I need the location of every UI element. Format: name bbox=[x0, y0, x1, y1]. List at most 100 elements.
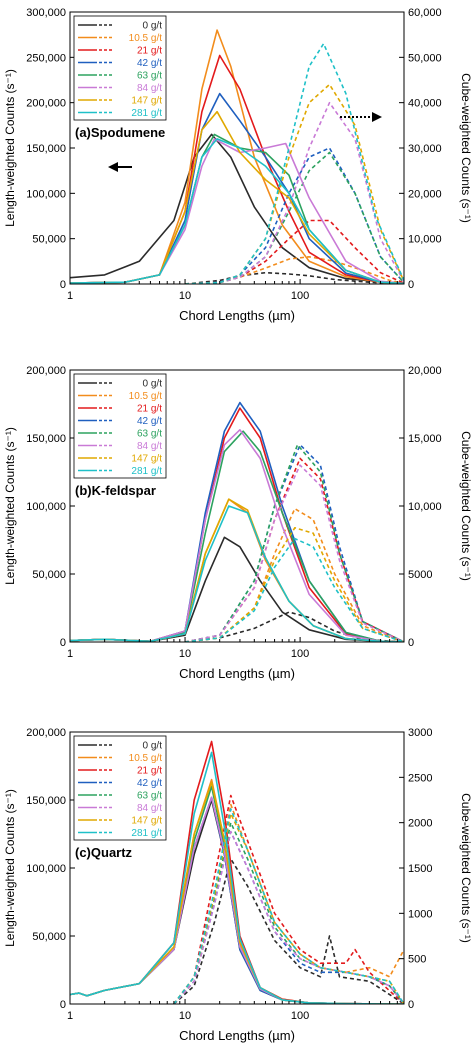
legend-entry: 281 g/t bbox=[131, 466, 162, 477]
y-tick-label: 200,000 bbox=[26, 365, 66, 377]
chart-panel-2: 1 10 100 0 50,000 100,000 150,000 200,000 0 5000 1… bbox=[3, 365, 473, 681]
y2-axis-label: Cube-weighted Counts (s⁻¹) bbox=[459, 431, 473, 581]
y-tick-label: 0 bbox=[60, 999, 66, 1011]
y2-tick-label: 20,000 bbox=[408, 188, 442, 200]
y-tick-label: 0 bbox=[60, 279, 66, 291]
legend-entry: 84 g/t bbox=[137, 803, 162, 814]
legend-entry: 10.5 g/t bbox=[129, 391, 163, 402]
panel-label: (c)Quartz bbox=[75, 845, 133, 860]
series-line bbox=[184, 457, 404, 642]
legend: 0 g/t10.5 g/t 21 g/t42 g/t 63 g/t84 g/t 147… bbox=[73, 15, 167, 121]
x-tick-label: 10 bbox=[179, 648, 191, 660]
x-axis-label: Chord Lengths (µm) bbox=[179, 1028, 295, 1043]
legend-entry: 10.5 g/t bbox=[129, 753, 163, 764]
y2-tick-label: 30,000 bbox=[408, 143, 442, 155]
y-tick-label: 0 bbox=[60, 637, 66, 649]
y2-tick-label: 5000 bbox=[408, 569, 432, 581]
y-tick-label: 50,000 bbox=[32, 931, 66, 943]
legend: 0 g/t10.5 g/t 21 g/t42 g/t 63 g/t84 g/t 147… bbox=[73, 735, 167, 841]
y2-tick-label: 500 bbox=[408, 954, 426, 966]
y2-tick-label: 50,000 bbox=[408, 52, 442, 64]
y2-tick-label: 15,000 bbox=[408, 433, 442, 445]
y2-tick-label: 2500 bbox=[408, 772, 432, 784]
y2-tick-label: 10,000 bbox=[408, 234, 442, 246]
y-axis-label: Length-weighted Counts (s⁻¹) bbox=[3, 69, 17, 227]
series-line bbox=[184, 537, 404, 642]
chart-panel-3: 1 10 100050,000100,000150,000200,000050010… bbox=[3, 727, 473, 1043]
series-line bbox=[70, 138, 404, 284]
panel-label: (a)Spodumene bbox=[75, 125, 165, 140]
legend-entry: 84 g/t bbox=[137, 441, 162, 452]
series-line bbox=[184, 42, 404, 284]
legend-entry: 21 g/t bbox=[137, 404, 162, 415]
legend-entry: 147 g/t bbox=[131, 454, 162, 465]
x-axis-label: Chord Lengths (µm) bbox=[179, 308, 295, 323]
legend-entry: 63 g/t bbox=[137, 429, 162, 440]
y-tick-label: 100,000 bbox=[26, 501, 66, 513]
legend-entry: 63 g/t bbox=[137, 71, 162, 82]
right-arrow-head bbox=[372, 112, 382, 122]
x-tick-label: 100 bbox=[291, 1010, 309, 1022]
legend: 0 g/t10.5 g/t 21 g/t42 g/t 63 g/t84 g/t 147… bbox=[73, 373, 167, 479]
y2-tick-label: 1500 bbox=[408, 863, 432, 875]
y2-tick-label: 2000 bbox=[408, 818, 432, 830]
y2-tick-label: 0 bbox=[408, 279, 414, 291]
legend-entry: 0 g/t bbox=[143, 21, 163, 32]
legend-entry: 10.5 g/t bbox=[129, 33, 163, 44]
y-tick-label: 50,000 bbox=[32, 569, 66, 581]
chart-panel-1: 1 10 100 0 50,000 100,000 150,000 200,000 250,00… bbox=[3, 7, 473, 323]
y-tick-label: 200,000 bbox=[26, 98, 66, 110]
y-tick-label: 150,000 bbox=[26, 143, 66, 155]
legend-entry: 147 g/t bbox=[131, 96, 162, 107]
panel-label: (b)K-feldspar bbox=[75, 483, 156, 498]
legend-entry: 0 g/t bbox=[143, 379, 163, 390]
y2-tick-label: 3000 bbox=[408, 727, 432, 739]
series-group bbox=[70, 29, 404, 284]
series-line bbox=[173, 794, 404, 1004]
x-tick-label: 100 bbox=[291, 648, 309, 660]
y-tick-label: 300,000 bbox=[26, 7, 66, 19]
x-axis-label: Chord Lengths (µm) bbox=[179, 666, 295, 681]
legend-entry: 42 g/t bbox=[137, 416, 162, 427]
series-line bbox=[184, 444, 404, 642]
y-tick-label: 100,000 bbox=[26, 188, 66, 200]
x-tick-label: 1 bbox=[67, 1010, 73, 1022]
y2-tick-label: 40,000 bbox=[408, 98, 442, 110]
series-line bbox=[184, 219, 404, 284]
series-line bbox=[70, 133, 404, 284]
series-line bbox=[184, 464, 404, 642]
y2-tick-label: 20,000 bbox=[408, 365, 442, 377]
x-tick-label: 1 bbox=[67, 648, 73, 660]
y-tick-label: 150,000 bbox=[26, 433, 66, 445]
y2-tick-label: 0 bbox=[408, 999, 414, 1011]
series-line bbox=[70, 133, 404, 284]
y2-tick-label: 1000 bbox=[408, 908, 432, 920]
legend-entry: 281 g/t bbox=[131, 108, 162, 119]
series-line bbox=[173, 812, 404, 1004]
series-line bbox=[173, 858, 404, 1004]
y2-axis-label: Cube-weighted Counts (s⁻¹) bbox=[459, 73, 473, 223]
y-tick-label: 100,000 bbox=[26, 863, 66, 875]
y-axis-label: Length-weighted Counts (s⁻¹) bbox=[3, 789, 17, 947]
legend-entry: 84 g/t bbox=[137, 83, 162, 94]
legend-box bbox=[73, 15, 167, 121]
y2-axis-label: Cube-weighted Counts (s⁻¹) bbox=[459, 793, 473, 943]
y2-tick-label: 60,000 bbox=[408, 7, 442, 19]
legend-entry: 63 g/t bbox=[137, 791, 162, 802]
y2-tick-label: 0 bbox=[408, 637, 414, 649]
legend-box bbox=[73, 735, 167, 841]
series-line bbox=[70, 505, 404, 642]
legend-entry: 147 g/t bbox=[131, 816, 162, 827]
legend-entry: 21 g/t bbox=[137, 46, 162, 57]
x-tick-label: 10 bbox=[179, 1010, 191, 1022]
series-line bbox=[70, 498, 404, 642]
series-line bbox=[70, 498, 404, 642]
left-arrow-head bbox=[108, 162, 118, 172]
y-tick-label: 50,000 bbox=[32, 234, 66, 246]
legend-entry: 21 g/t bbox=[137, 766, 162, 777]
series-line bbox=[184, 101, 404, 284]
y2-tick-label: 10,000 bbox=[408, 501, 442, 513]
y-tick-label: 250,000 bbox=[26, 52, 66, 64]
x-tick-label: 100 bbox=[291, 290, 309, 302]
